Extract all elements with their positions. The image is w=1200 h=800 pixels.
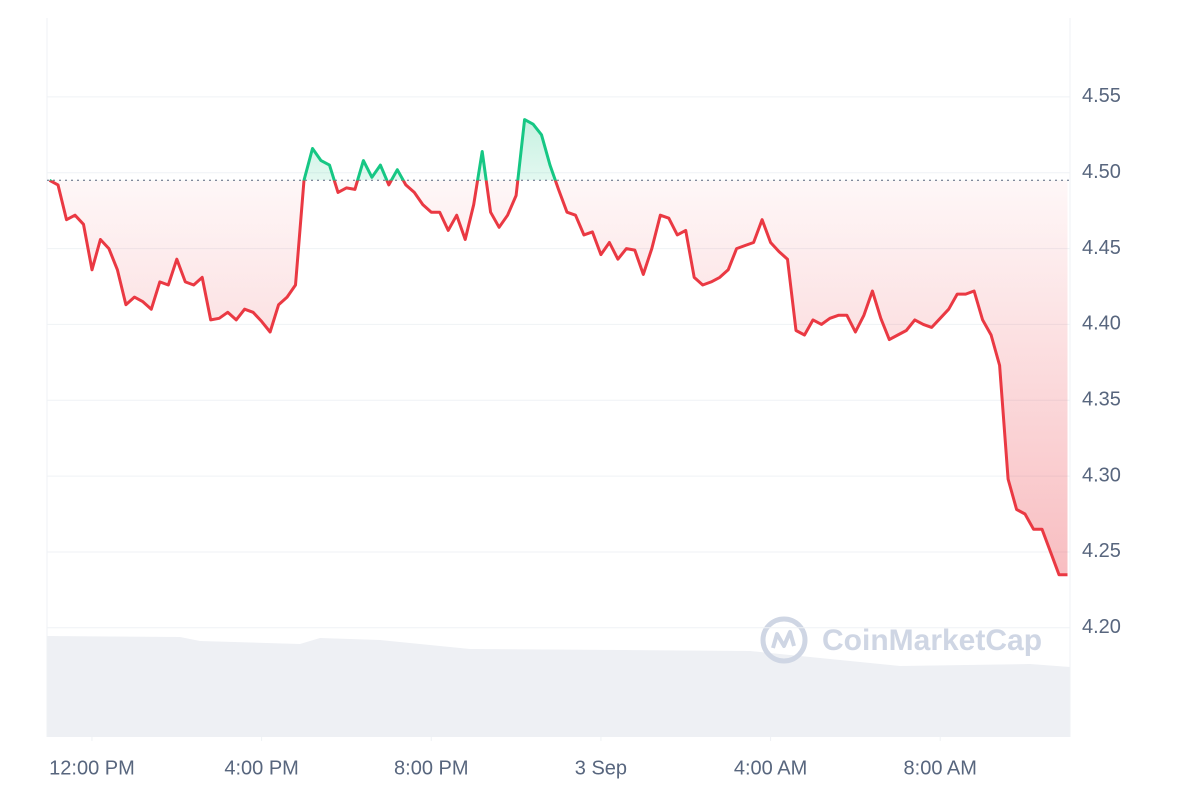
y-tick-label: 4.50 bbox=[1082, 161, 1121, 183]
x-tick-label: 8:00 PM bbox=[394, 757, 468, 779]
y-tick-label: 4.30 bbox=[1082, 464, 1121, 486]
volume-backdrop bbox=[47, 636, 1070, 737]
y-tick-label: 4.35 bbox=[1082, 389, 1121, 411]
y-tick-label: 4.55 bbox=[1082, 85, 1121, 107]
price-area bbox=[49, 119, 1068, 575]
watermark-text: CoinMarketCap bbox=[822, 624, 1042, 657]
price-line bbox=[48, 118, 1068, 577]
y-tick-label: 4.45 bbox=[1082, 237, 1121, 259]
watermark-logo-mark bbox=[771, 630, 796, 649]
y-tick-label: 4.40 bbox=[1082, 313, 1121, 335]
y-tick-label: 4.25 bbox=[1082, 540, 1121, 562]
x-tick-label: 3 Sep bbox=[575, 757, 627, 779]
x-tick-label: 4:00 PM bbox=[224, 757, 298, 779]
x-tick-label: 12:00 PM bbox=[49, 757, 135, 779]
watermark: CoinMarketCap bbox=[760, 616, 1042, 664]
x-tick-label: 8:00 AM bbox=[904, 757, 977, 779]
watermark-logo bbox=[760, 616, 808, 664]
y-tick-label: 4.20 bbox=[1082, 616, 1121, 638]
x-tick-label: 4:00 AM bbox=[734, 757, 807, 779]
